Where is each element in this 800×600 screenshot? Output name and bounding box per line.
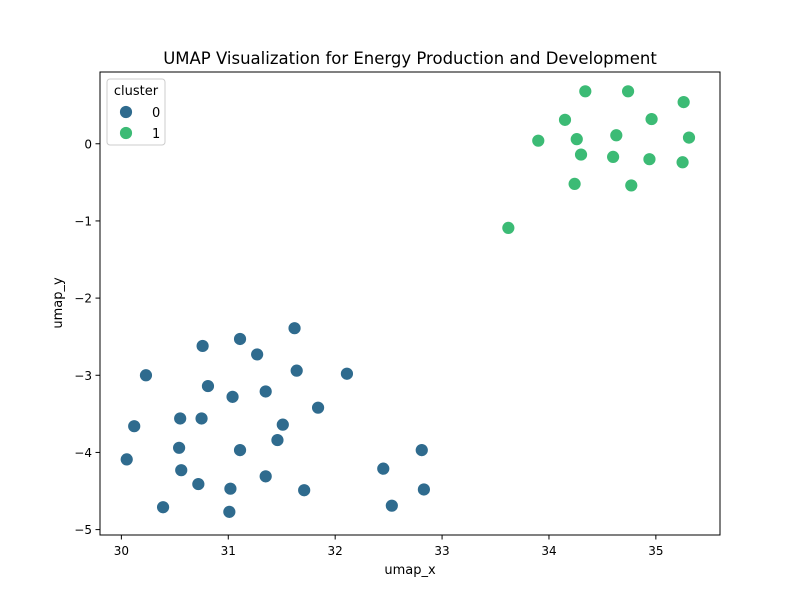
data-point-cluster-0-14: [233, 443, 247, 458]
legend-marker-cluster-0: [119, 105, 133, 119]
data-point-cluster-0-26: [376, 461, 391, 476]
data-point-cluster-1-10: [624, 178, 639, 193]
plot-frame: [99, 71, 721, 536]
x-tick-label: 30: [114, 544, 129, 558]
data-point-cluster-1-15: [682, 130, 696, 145]
data-point-cluster-0-19: [270, 433, 285, 447]
data-point-cluster-0-6: [174, 463, 189, 478]
data-point-cluster-1-3: [567, 176, 582, 191]
data-point-cluster-0-24: [311, 400, 325, 415]
y-tick-label: 0: [84, 137, 92, 151]
data-point-cluster-1-11: [642, 152, 657, 167]
data-point-cluster-0-8: [194, 411, 209, 426]
data-point-cluster-1-8: [609, 128, 624, 143]
data-point-cluster-0-11: [222, 504, 237, 519]
data-point-cluster-1-1: [531, 133, 546, 148]
x-tick-label: 31: [221, 544, 236, 558]
legend-title: cluster: [114, 84, 159, 99]
data-point-cluster-1-9: [621, 84, 635, 99]
data-point-cluster-0-23: [297, 483, 312, 498]
x-axis-label: umap_x: [384, 563, 436, 578]
y-tick-label: −4: [74, 446, 92, 460]
y-tick-label: −1: [74, 214, 92, 228]
x-tick-label: 35: [648, 544, 663, 558]
y-tick-label: −3: [74, 369, 92, 383]
data-point-cluster-0-28: [414, 443, 429, 458]
y-axis-label: umap_y: [51, 277, 66, 329]
legend: cluster 0 1: [106, 78, 166, 146]
x-tick-label: 32: [328, 544, 343, 558]
data-point-cluster-0-4: [172, 440, 187, 455]
data-point-cluster-0-10: [201, 379, 215, 393]
y-tick-label: −2: [74, 292, 92, 306]
data-point-cluster-0-12: [223, 481, 238, 496]
y-tick-label: −5: [74, 523, 92, 537]
points-layer: [119, 84, 696, 519]
data-point-cluster-1-7: [606, 149, 621, 164]
axes-layer: [99, 71, 721, 536]
data-point-cluster-0-25: [340, 366, 354, 381]
x-tick-label: 33: [434, 544, 449, 558]
data-point-cluster-0-0: [119, 452, 134, 467]
data-point-cluster-0-3: [156, 500, 170, 515]
data-point-cluster-1-6: [578, 84, 593, 99]
x-tick-label: 34: [541, 544, 556, 558]
data-point-cluster-0-5: [173, 411, 188, 426]
data-point-cluster-0-27: [384, 498, 399, 513]
data-point-cluster-1-4: [569, 132, 584, 147]
legend-label-cluster-0: 0: [152, 106, 160, 121]
data-point-cluster-0-13: [225, 389, 240, 404]
data-point-cluster-1-2: [558, 112, 572, 127]
data-point-cluster-0-18: [258, 384, 273, 399]
data-point-cluster-0-17: [258, 469, 273, 484]
data-point-cluster-1-0: [501, 220, 516, 235]
data-point-cluster-0-7: [191, 477, 206, 491]
data-point-cluster-0-1: [127, 419, 142, 434]
data-point-cluster-1-12: [644, 112, 659, 126]
legend-marker-cluster-1: [119, 126, 133, 140]
data-point-cluster-0-21: [287, 321, 302, 336]
data-point-cluster-0-15: [233, 332, 247, 346]
data-point-cluster-0-20: [275, 417, 290, 432]
data-point-cluster-0-2: [139, 368, 153, 383]
data-point-cluster-1-5: [574, 147, 588, 162]
chart-title: UMAP Visualization for Energy Production…: [163, 49, 657, 68]
legend-label-cluster-1: 1: [152, 127, 160, 142]
data-point-cluster-0-16: [250, 347, 265, 362]
data-point-cluster-0-9: [195, 339, 210, 353]
ticks-layer: 30 31 32 33 34 35 −5 −4 −3 −2 −1 0: [74, 137, 663, 558]
data-point-cluster-0-22: [289, 363, 304, 378]
data-point-cluster-1-14: [676, 95, 691, 109]
data-point-cluster-0-29: [416, 482, 431, 497]
data-point-cluster-1-13: [675, 155, 690, 170]
